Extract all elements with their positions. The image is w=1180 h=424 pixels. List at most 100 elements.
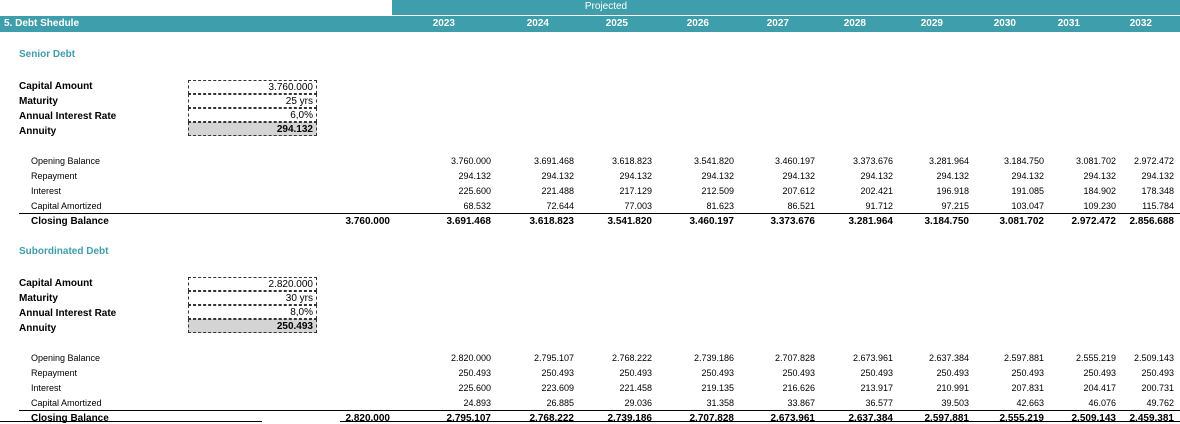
table-cell: 221.458 [619,383,652,393]
senior-maturity-input[interactable]: 25 yrs [188,94,317,108]
table-cell: 77.003 [624,201,652,211]
table-cell: 294.132 [619,171,652,181]
table-cell: 3.618.823 [611,156,652,166]
projected-header-band [392,0,1180,15]
closing-initial-cell: 2.820.000 [345,413,391,424]
senior-annuity-label: Annuity [19,126,57,137]
sub-repayment-label: Repayment [31,368,78,378]
senior-rate-label: Annual Interest Rate [19,111,117,122]
table-cell: 31.358 [706,398,734,408]
table-cell: 219.135 [701,383,734,393]
table-cell: 2.673.961 [852,353,893,363]
table-cell: 3.460.197 [774,156,815,166]
closing-balance-cell: 2.637.384 [848,413,894,424]
senior-annuity-value: 294.132 [188,122,317,136]
senior-capital-input[interactable]: 3.760.000 [188,80,317,94]
table-cell: 191.085 [1011,186,1044,196]
year-header: 2029 [920,18,943,29]
table-cell: 68.532 [463,201,491,211]
table-cell: 29.036 [624,398,652,408]
table-cell: 294.132 [701,171,734,181]
sub-rate-input[interactable]: 8,0% [188,305,317,319]
table-cell: 33.867 [787,398,815,408]
year-header: 2028 [843,18,866,29]
closing-initial-cell: 3.760.000 [345,216,391,227]
year-header: 2026 [686,18,709,29]
table-cell: 294.132 [458,171,491,181]
table-cell: 2.795.107 [533,353,574,363]
table-cell: 250.493 [860,368,893,378]
table-cell: 2.597.881 [1003,353,1044,363]
table-cell: 2.768.222 [611,353,652,363]
table-cell: 3.541.820 [693,156,734,166]
table-cell: 250.493 [458,368,491,378]
year-header: 2025 [605,18,628,29]
table-cell: 294.132 [860,171,893,181]
sub-maturity-input[interactable]: 30 yrs [188,291,317,305]
table-cell: 221.488 [541,186,574,196]
senior-opening-label: Opening Balance [31,156,101,166]
table-cell: 2.637.384 [928,353,969,363]
projected-label: Projected [584,1,628,12]
table-cell: 2.972.472 [1133,156,1174,166]
table-cell: 294.132 [936,171,969,181]
table-cell: 81.623 [706,201,734,211]
senior-repayment-label: Repayment [31,171,78,181]
senior-amortized-label: Capital Amortized [31,201,102,211]
table-cell: 3.281.964 [928,156,969,166]
year-header: 2032 [1129,18,1152,29]
closing-balance-cell: 2.459.381 [1129,413,1175,424]
senior-maturity-label: Maturity [19,96,58,107]
closing-balance-cell: 3.460.197 [689,216,735,227]
table-cell: 223.609 [541,383,574,393]
table-cell: 115.784 [1142,201,1174,211]
sub-interest-label: Interest [31,383,62,393]
bottom-rule [340,421,1180,422]
table-cell: 202.421 [860,186,893,196]
closing-balance-cell: 2.597.881 [924,413,970,424]
table-cell: 3.081.702 [1075,156,1116,166]
table-cell: 250.493 [1141,368,1174,378]
senior-rate-input[interactable]: 6,0% [188,108,317,122]
sub-rate-label: Annual Interest Rate [19,308,117,319]
sub-amortized-label: Capital Amortized [31,398,102,408]
senior-capital-label: Capital Amount [19,81,93,92]
table-cell: 225.600 [458,186,491,196]
table-cell: 97.215 [941,201,969,211]
closing-balance-cell: 2.739.186 [607,413,653,424]
table-cell: 109.230 [1083,201,1116,211]
table-cell: 225.600 [458,383,491,393]
senior-closing-label: Closing Balance [31,216,109,227]
table-cell: 294.132 [1083,171,1116,181]
table-cell: 213.917 [860,383,893,393]
table-cell: 3.760.000 [450,156,491,166]
table-cell: 86.521 [787,201,815,211]
subordinated-debt-title: Subordinated Debt [19,246,109,257]
table-cell: 49.762 [1146,398,1174,408]
closing-balance-cell: 2.856.688 [1129,216,1175,227]
closing-balance-cell: 3.691.468 [446,216,492,227]
year-header: 2023 [432,18,455,29]
year-header: 2024 [526,18,549,29]
year-header: 2027 [766,18,789,29]
table-cell: 294.132 [1141,171,1174,181]
table-cell: 36.577 [865,398,893,408]
senior-closing-rule [19,213,1180,214]
sub-capital-input[interactable]: 2.820.000 [188,277,317,291]
table-cell: 2.820.000 [450,353,491,363]
closing-balance-cell: 3.618.823 [529,216,575,227]
table-cell: 294.132 [782,171,815,181]
table-cell: 178.348 [1141,186,1174,196]
senior-interest-label: Interest [31,186,62,196]
table-cell: 250.493 [701,368,734,378]
table-cell: 200.731 [1141,383,1174,393]
table-cell: 250.493 [541,368,574,378]
table-cell: 250.493 [936,368,969,378]
sub-capital-label: Capital Amount [19,278,93,289]
closing-balance-cell: 2.972.472 [1071,216,1117,227]
table-cell: 3.691.468 [533,156,574,166]
table-cell: 2.739.186 [693,353,734,363]
sheet-header-band [0,16,1180,32]
closing-balance-cell: 3.373.676 [770,216,816,227]
table-cell: 294.132 [541,171,574,181]
